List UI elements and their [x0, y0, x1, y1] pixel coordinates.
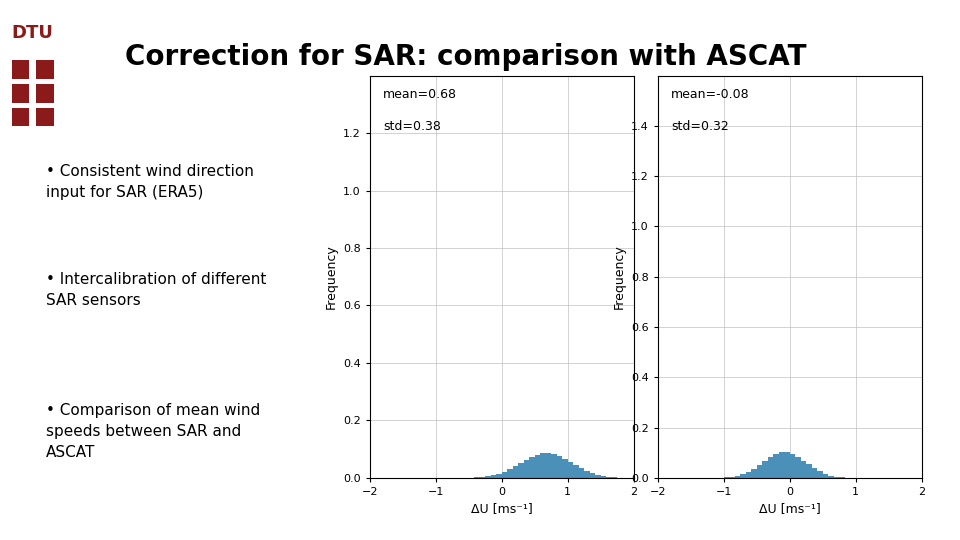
Bar: [12, 60, 30, 79]
Bar: [773, 454, 779, 478]
Bar: [12, 108, 30, 126]
Bar: [779, 453, 784, 478]
Bar: [606, 477, 612, 478]
X-axis label: ΔU [ms⁻¹]: ΔU [ms⁻¹]: [758, 503, 821, 516]
Bar: [513, 466, 518, 478]
Bar: [12, 84, 30, 103]
Bar: [557, 456, 563, 478]
Bar: [535, 455, 540, 478]
Bar: [828, 476, 833, 478]
Bar: [817, 471, 823, 478]
Bar: [811, 468, 817, 478]
Bar: [595, 475, 601, 478]
Bar: [567, 462, 573, 478]
Bar: [724, 477, 729, 478]
Text: 25: 25: [928, 517, 943, 528]
Y-axis label: Frequency: Frequency: [324, 245, 337, 309]
Text: DTU: DTU: [12, 24, 54, 42]
Bar: [612, 477, 617, 478]
Bar: [740, 474, 746, 478]
Bar: [601, 476, 606, 478]
Bar: [36, 60, 54, 79]
Bar: [518, 463, 523, 478]
Bar: [36, 84, 54, 103]
Bar: [551, 454, 557, 478]
Bar: [833, 477, 839, 478]
Bar: [491, 475, 496, 478]
Bar: [789, 454, 795, 478]
Bar: [801, 461, 806, 478]
Bar: [823, 474, 828, 478]
Text: • Consistent wind direction
input for SAR (ERA5): • Consistent wind direction input for SA…: [46, 164, 254, 200]
Bar: [579, 468, 584, 478]
Bar: [540, 453, 545, 478]
Text: • Comparison of mean wind
speeds between SAR and
ASCAT: • Comparison of mean wind speeds between…: [46, 403, 260, 461]
Bar: [806, 464, 811, 478]
Bar: [751, 469, 756, 478]
Bar: [584, 471, 589, 478]
Bar: [36, 108, 54, 126]
Bar: [523, 460, 529, 478]
Text: DTU: DTU: [86, 518, 106, 527]
Bar: [507, 469, 513, 478]
Bar: [734, 476, 740, 478]
Bar: [563, 459, 567, 478]
Bar: [746, 472, 751, 478]
Text: mean=0.68: mean=0.68: [383, 87, 457, 100]
Y-axis label: Frequency: Frequency: [612, 245, 625, 309]
Bar: [496, 474, 501, 478]
Bar: [501, 472, 507, 478]
Text: std=0.32: std=0.32: [671, 120, 729, 133]
Bar: [762, 461, 768, 478]
Bar: [768, 457, 773, 478]
Bar: [485, 476, 491, 478]
Bar: [729, 477, 734, 478]
Bar: [756, 465, 762, 478]
X-axis label: ΔU [ms⁻¹]: ΔU [ms⁻¹]: [470, 503, 533, 516]
Bar: [480, 477, 485, 478]
Text: A satellite-based high-resolution offshore wind archive for mesoscale comparison: A satellite-based high-resolution offsho…: [237, 518, 723, 527]
Text: 19.05.2019: 19.05.2019: [12, 518, 65, 527]
Text: • Intercalibration of different
SAR sensors: • Intercalibration of different SAR sens…: [46, 272, 267, 308]
Bar: [545, 453, 551, 478]
Bar: [529, 457, 535, 478]
Text: Correction for SAR: comparison with ASCAT: Correction for SAR: comparison with ASCA…: [125, 43, 806, 71]
Bar: [589, 473, 595, 478]
Bar: [795, 457, 801, 478]
Text: mean=-0.08: mean=-0.08: [671, 87, 750, 100]
Bar: [573, 465, 579, 478]
Bar: [784, 452, 789, 478]
Bar: [839, 477, 845, 478]
Text: std=0.38: std=0.38: [383, 120, 441, 133]
